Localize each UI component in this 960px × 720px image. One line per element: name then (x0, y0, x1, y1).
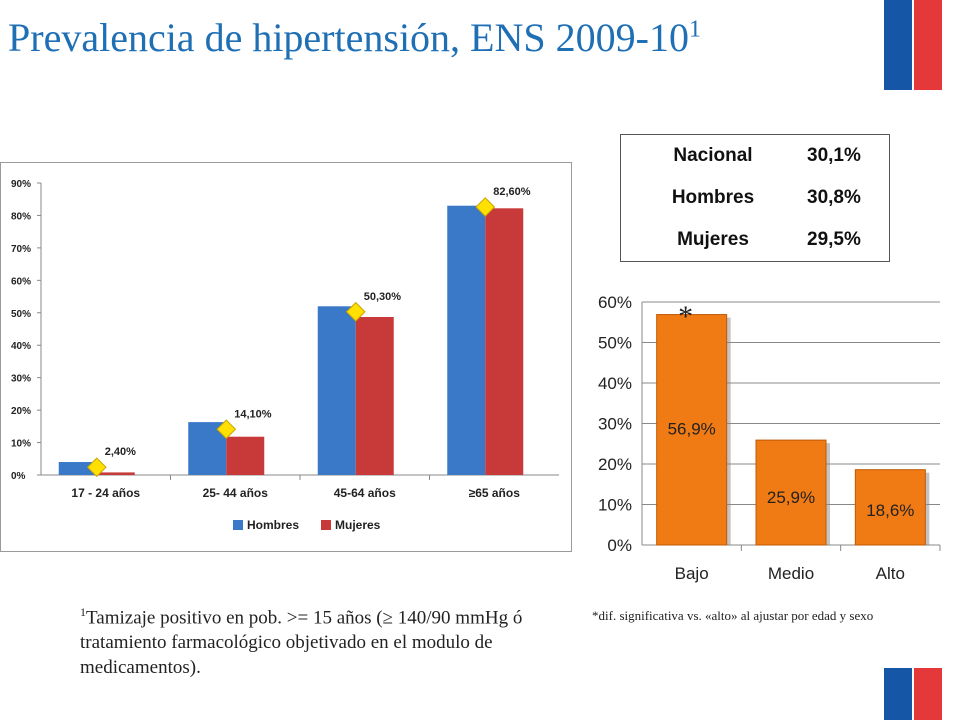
page-title: Prevalencia de hipertensión, ENS 2009-10… (8, 14, 701, 61)
legend-swatch-mujeres (321, 520, 331, 530)
flag-red-stripe (914, 0, 942, 90)
y-tick-label: 40% (598, 374, 632, 393)
bar-mujeres (226, 436, 265, 475)
y-tick-label: 0% (11, 471, 26, 482)
summary-table: Nacional 30,1% Hombres 30,8% Mujeres 29,… (620, 134, 890, 262)
y-tick-label: 60% (11, 276, 31, 287)
total-marker (345, 301, 366, 322)
bar-data-label: 18,6% (866, 501, 914, 520)
y-tick-label: 30% (11, 374, 31, 385)
summary-value: 29,5% (807, 229, 861, 250)
x-tick-label: Bajo (675, 564, 709, 583)
x-tick-label: 45-64 años (334, 486, 396, 500)
bar-hombres (317, 306, 356, 475)
total-data-label: 82,60% (493, 186, 531, 198)
footnote-superscript: 1 (80, 605, 86, 619)
summary-value: 30,8% (807, 187, 861, 208)
y-tick-label: 0% (607, 536, 632, 555)
total-marker (86, 457, 107, 478)
bar-data-label: 25,9% (767, 488, 815, 507)
y-tick-label: 10% (598, 496, 632, 515)
flag-logo-bottom (884, 668, 942, 720)
summary-row: Mujeres 29,5% (621, 219, 889, 259)
total-data-label: 14,10% (234, 408, 272, 420)
total-marker (216, 419, 237, 440)
bar-data-label: 56,9% (668, 419, 716, 438)
significance-note: *dif. significativa vs. «alto» al ajusta… (592, 608, 874, 623)
flag-blue-stripe (884, 668, 912, 720)
y-tick-label: 50% (598, 334, 632, 353)
summary-row: Hombres 30,8% (621, 177, 889, 217)
title-superscript: 1 (688, 16, 701, 43)
bar-mujeres (485, 208, 524, 475)
y-tick-label: 80% (11, 211, 31, 222)
summary-label: Mujeres (677, 229, 749, 250)
education-level-chart: 0% 10% 20% 30% 40% 50% 60% 56,9% Bajo 25,9% Medio 1… (580, 280, 950, 595)
flag-logo-top (884, 0, 942, 90)
bar-hombres (58, 462, 97, 475)
y-tick-label: 90% (11, 179, 31, 190)
x-tick-label: 25- 44 años (203, 486, 269, 500)
x-tick-label: Alto (876, 564, 905, 583)
y-tick-label: 60% (598, 293, 632, 312)
legend-swatch-hombres (233, 520, 243, 530)
x-tick-label: ≥65 años (469, 486, 521, 500)
age-group-chart-svg: 0% 10% 20% 30% 40% 50% 60% 70% 80% 90% 17 - 24 año… (11, 179, 559, 532)
title-text: Prevalencia de hipertensión, ENS 2009-10 (8, 15, 689, 60)
y-tick-label: 20% (598, 455, 632, 474)
summary-label: Nacional (673, 145, 753, 166)
y-tick-label: 20% (11, 406, 31, 417)
bar-mujeres (96, 472, 135, 475)
summary-row: Nacional 30,1% (621, 135, 889, 175)
bar (854, 469, 926, 546)
x-tick-label: 17 - 24 años (71, 486, 140, 500)
significance-asterisk: * (678, 300, 693, 333)
bar-hombres (447, 205, 486, 475)
flag-blue-stripe (884, 0, 912, 90)
total-data-label: 50,30% (364, 291, 402, 303)
y-tick-label: 70% (11, 244, 31, 255)
legend-label: Mujeres (335, 518, 381, 532)
x-tick-label: Medio (768, 564, 814, 583)
bar (656, 314, 728, 546)
y-tick-label: 10% (11, 439, 31, 450)
y-tick-label: 40% (11, 341, 31, 352)
education-level-chart-svg: 0% 10% 20% 30% 40% 50% 60% 56,9% Bajo 25,9% Medio 1… (598, 293, 941, 583)
y-tick-label: 50% (11, 309, 31, 320)
summary-label: Hombres (671, 187, 755, 208)
y-tick-label: 30% (598, 415, 632, 434)
summary-value: 30,1% (807, 145, 861, 166)
legend-label: Hombres (247, 518, 299, 532)
bar (755, 439, 827, 546)
flag-red-stripe (914, 668, 942, 720)
footnote-text: Tamizaje positivo en pob. >= 15 años (≥ … (80, 607, 523, 679)
total-marker (475, 197, 496, 217)
bar-mujeres (355, 316, 394, 475)
total-data-label: 2,40% (105, 446, 136, 458)
age-group-chart: 0% 10% 20% 30% 40% 50% 60% 70% 80% 90% 17 - 24 año… (0, 162, 572, 552)
footnote: 1Tamizaje positivo en pob. >= 15 años (≥… (80, 600, 580, 680)
